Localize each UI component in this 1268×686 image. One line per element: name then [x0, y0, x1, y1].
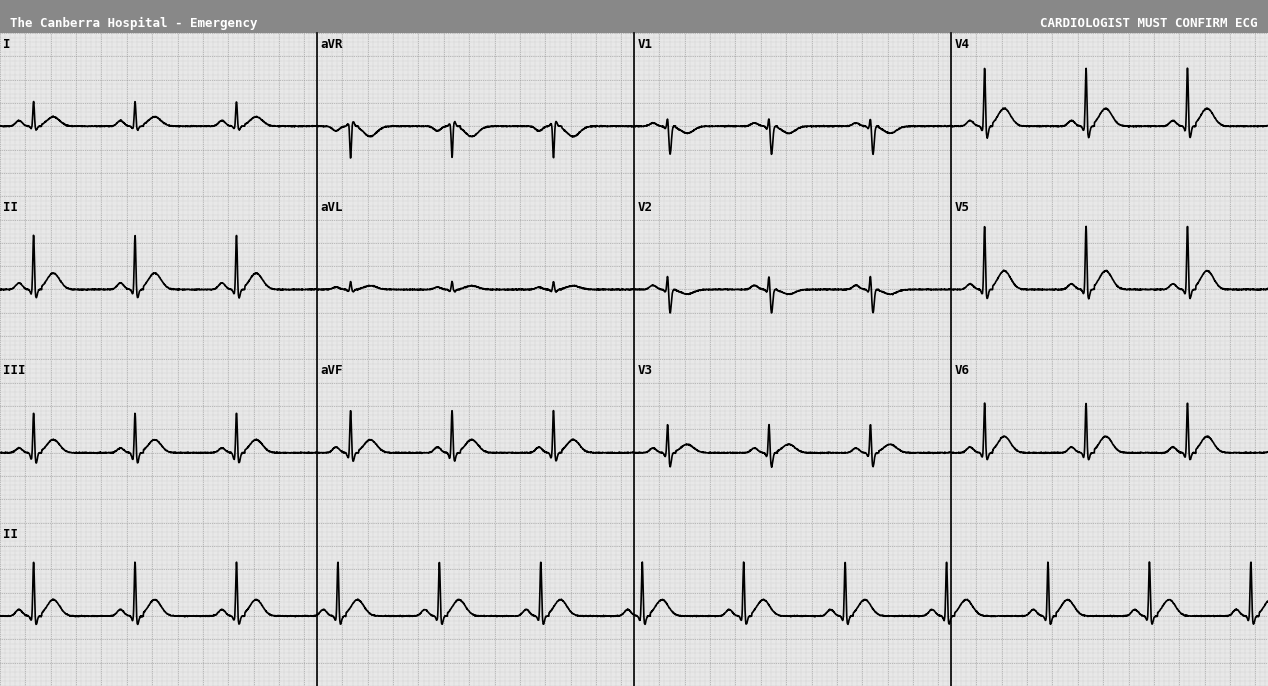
Text: II: II — [3, 201, 18, 214]
Text: V3: V3 — [637, 364, 652, 377]
Text: V5: V5 — [954, 201, 969, 214]
Text: aVF: aVF — [320, 364, 342, 377]
Text: I: I — [3, 38, 10, 51]
Text: V2: V2 — [637, 201, 652, 214]
Text: aVL: aVL — [320, 201, 342, 214]
Text: The Canberra Hospital - Emergency: The Canberra Hospital - Emergency — [10, 17, 257, 30]
Text: CARDIOLOGIST MUST CONFIRM ECG: CARDIOLOGIST MUST CONFIRM ECG — [1040, 17, 1258, 30]
Text: III: III — [3, 364, 25, 377]
Text: V4: V4 — [954, 38, 969, 51]
Text: V6: V6 — [954, 364, 969, 377]
Text: aVR: aVR — [320, 38, 342, 51]
Text: V1: V1 — [637, 38, 652, 51]
Text: II: II — [3, 528, 18, 541]
